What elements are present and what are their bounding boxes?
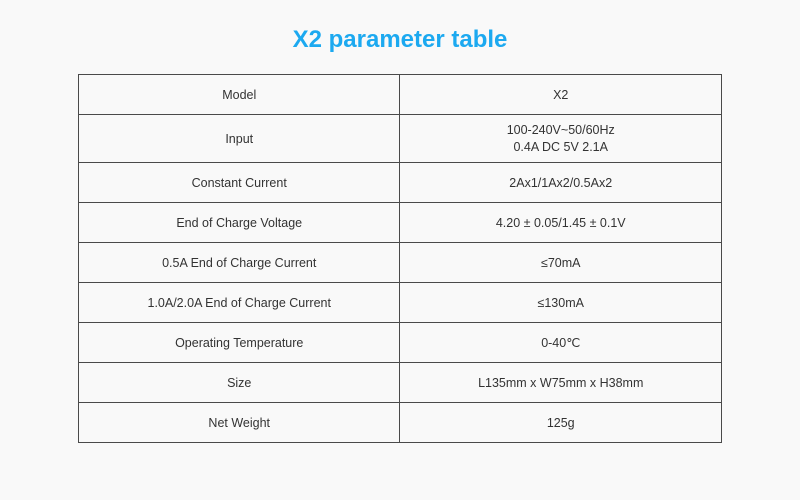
table-row: Constant Current 2Ax1/1Ax2/0.5Ax2 bbox=[79, 163, 722, 203]
param-value: 100-240V~50/60Hz 0.4A DC 5V 2.1A bbox=[400, 115, 722, 163]
page-title: X2 parameter table bbox=[293, 26, 508, 54]
param-value: 125g bbox=[400, 403, 722, 443]
table-row: Operating Temperature 0-40℃ bbox=[79, 323, 722, 363]
parameter-table: Model X2 Input 100-240V~50/60Hz 0.4A DC … bbox=[78, 74, 722, 443]
param-value: 2Ax1/1Ax2/0.5Ax2 bbox=[400, 163, 722, 203]
param-label: 1.0A/2.0A End of Charge Current bbox=[79, 283, 400, 323]
param-value-line2: 0.4A DC 5V 2.1A bbox=[513, 140, 608, 154]
param-label: Size bbox=[79, 363, 400, 403]
table-row: Net Weight 125g bbox=[79, 403, 722, 443]
param-value: ≤70mA bbox=[400, 243, 722, 283]
param-value-line1: 100-240V~50/60Hz bbox=[507, 123, 615, 137]
param-value: X2 bbox=[400, 75, 722, 115]
param-label: Constant Current bbox=[79, 163, 400, 203]
param-value: 0-40℃ bbox=[400, 323, 722, 363]
param-value: ≤130mA bbox=[400, 283, 722, 323]
param-label: Model bbox=[79, 75, 400, 115]
param-value: 4.20 ± 0.05/1.45 ± 0.1V bbox=[400, 203, 722, 243]
table-row: End of Charge Voltage 4.20 ± 0.05/1.45 ±… bbox=[79, 203, 722, 243]
param-label: Input bbox=[79, 115, 400, 163]
param-value: L135mm x W75mm x H38mm bbox=[400, 363, 722, 403]
table-row: Model X2 bbox=[79, 75, 722, 115]
param-label: 0.5A End of Charge Current bbox=[79, 243, 400, 283]
table-row: Size L135mm x W75mm x H38mm bbox=[79, 363, 722, 403]
table-row: 0.5A End of Charge Current ≤70mA bbox=[79, 243, 722, 283]
param-label: End of Charge Voltage bbox=[79, 203, 400, 243]
table-row: Input 100-240V~50/60Hz 0.4A DC 5V 2.1A bbox=[79, 115, 722, 163]
table-row: 1.0A/2.0A End of Charge Current ≤130mA bbox=[79, 283, 722, 323]
param-label: Operating Temperature bbox=[79, 323, 400, 363]
param-label: Net Weight bbox=[79, 403, 400, 443]
